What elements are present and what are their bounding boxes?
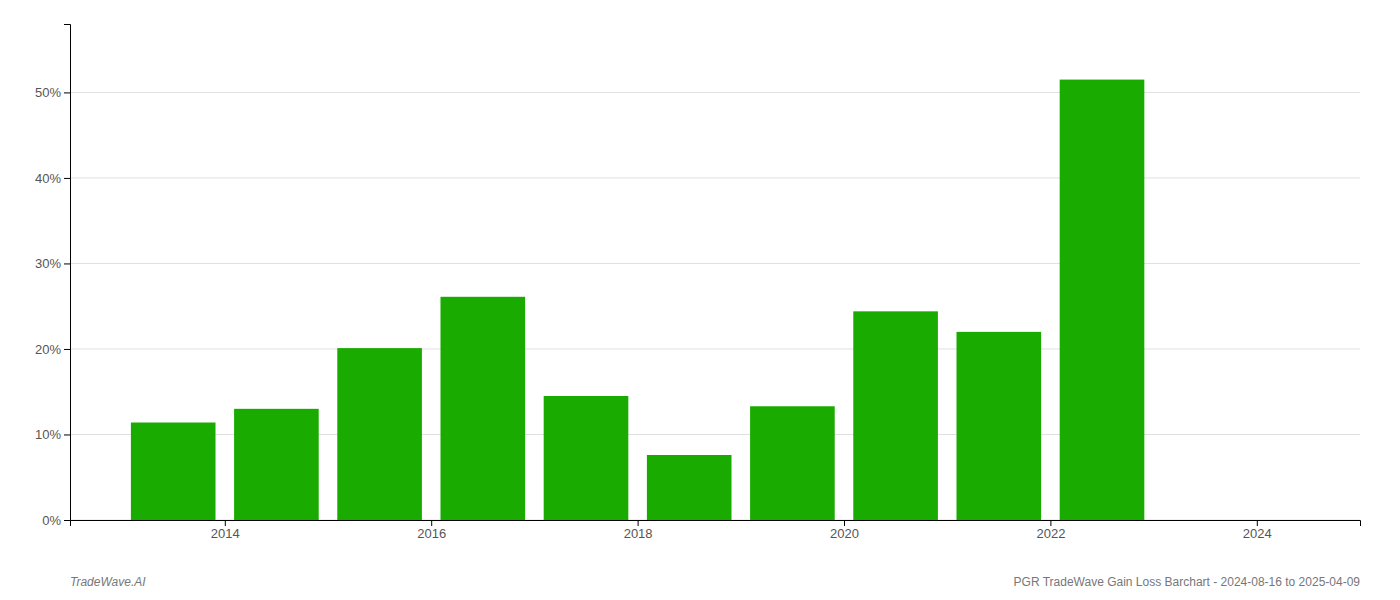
- y-tick: 20%: [35, 342, 70, 357]
- grid-line: [70, 263, 1360, 264]
- x-tick-label: 2014: [211, 526, 240, 541]
- y-tick-mark: [64, 92, 70, 93]
- y-tick-mark: [64, 178, 70, 179]
- y-tick: 30%: [35, 256, 70, 271]
- y-tick-label: 20%: [35, 342, 61, 357]
- grid-line: [70, 92, 1360, 93]
- x-tick-mark: [844, 520, 845, 526]
- x-tick-label: 2020: [830, 526, 859, 541]
- x-tick: 2018: [624, 520, 653, 541]
- plot: 2014 2016 2018 2020 2022 2024 0% 10% 20% 30% 40% 50…: [35, 25, 1361, 542]
- y-axis: 0% 10% 20% 30% 40% 50%: [35, 25, 71, 528]
- footer-left: TradeWave.AI: [70, 575, 146, 589]
- grid-line: [70, 348, 1360, 349]
- bar: [131, 423, 216, 520]
- bar: [956, 332, 1041, 520]
- bar: [1060, 80, 1145, 520]
- y-tick-mark: [64, 434, 70, 435]
- y-tick-mark: [64, 520, 70, 521]
- x-tick: 2022: [1036, 520, 1065, 541]
- y-tick-label: 50%: [35, 85, 61, 100]
- x-tick-mark: [1257, 520, 1258, 526]
- y-tick-mark: [64, 349, 70, 350]
- y-tick-label: 0%: [42, 513, 61, 528]
- y-tick-label: 10%: [35, 427, 61, 442]
- y-tick-mark: [64, 263, 70, 264]
- x-tick: 2020: [830, 520, 859, 541]
- x-tick: 2016: [417, 520, 446, 541]
- bar: [544, 396, 629, 520]
- y-tick: 40%: [35, 171, 70, 186]
- y-tick-label: 40%: [35, 171, 61, 186]
- x-tick-label: 2018: [624, 526, 653, 541]
- x-axis-line: [71, 521, 1361, 527]
- x-tick-label: 2022: [1036, 526, 1065, 541]
- x-tick-label: 2024: [1243, 526, 1272, 541]
- x-tick: 2014: [211, 520, 240, 541]
- x-axis: 2014 2016 2018 2020 2022 2024: [71, 520, 1361, 541]
- bar: [440, 297, 525, 520]
- footer-right: PGR TradeWave Gain Loss Barchart - 2024-…: [1014, 575, 1361, 589]
- bar: [853, 311, 938, 520]
- chart: 2014 2016 2018 2020 2022 2024 0% 10% 20% 30% 40% 50…: [0, 0, 1400, 600]
- bars: [131, 80, 1144, 520]
- bar: [337, 348, 422, 520]
- x-tick-mark: [1050, 520, 1051, 526]
- bar: [750, 406, 835, 520]
- x-tick: 2024: [1243, 520, 1272, 541]
- bar: [234, 409, 319, 520]
- bar: [647, 455, 732, 520]
- x-tick-label: 2016: [417, 526, 446, 541]
- grid: [70, 92, 1360, 520]
- y-tick-label: 30%: [35, 256, 61, 271]
- grid-line: [70, 177, 1360, 178]
- x-tick-mark: [638, 520, 639, 526]
- y-axis-line: [64, 25, 71, 521]
- x-tick-mark: [225, 520, 226, 526]
- y-tick: 0%: [42, 513, 70, 528]
- y-tick: 10%: [35, 427, 70, 442]
- x-tick-mark: [431, 520, 432, 526]
- y-tick: 50%: [35, 85, 70, 100]
